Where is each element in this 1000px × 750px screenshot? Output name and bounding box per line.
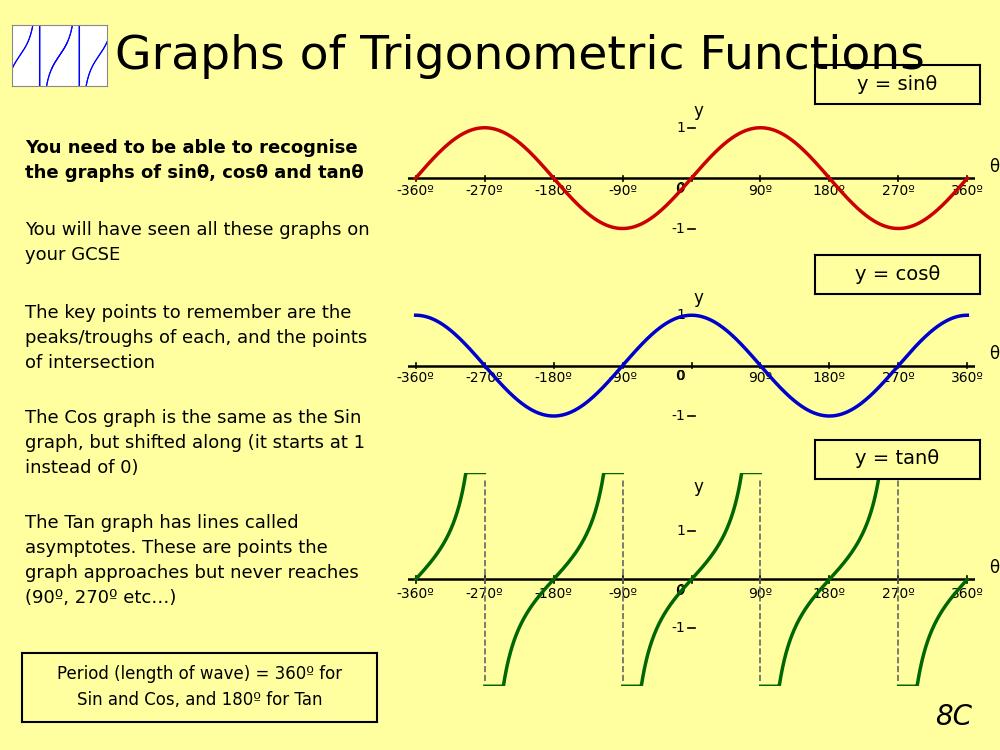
Text: -1: -1 [672,221,685,236]
Text: y = cosθ: y = cosθ [855,265,940,284]
Text: 270º: 270º [882,371,915,386]
Text: 360º: 360º [951,184,984,198]
Text: -270º: -270º [466,184,503,198]
Text: 180º: 180º [813,371,846,386]
Text: θ: θ [989,559,999,577]
Text: -360º: -360º [397,371,435,386]
Text: 180º: 180º [813,587,846,601]
Text: 90º: 90º [748,371,773,386]
Text: y: y [693,478,703,496]
Text: -270º: -270º [466,587,503,601]
Text: -1: -1 [672,621,685,635]
Text: 360º: 360º [951,587,984,601]
Text: The Tan graph has lines called
asymptotes. These are points the
graph approaches: The Tan graph has lines called asymptote… [25,514,359,607]
Text: y = sinθ: y = sinθ [857,74,938,94]
Text: 0: 0 [677,584,685,597]
Text: 270º: 270º [882,587,915,601]
Text: 360º: 360º [951,371,984,386]
Text: You will have seen all these graphs on
your GCSE: You will have seen all these graphs on y… [25,221,370,264]
Text: -90º: -90º [608,587,637,601]
Text: 90º: 90º [748,587,773,601]
Text: 270º: 270º [882,184,915,198]
Text: y: y [693,101,703,119]
Text: θ: θ [989,345,999,363]
Text: 1: 1 [676,121,685,135]
Text: 0: 0 [677,181,685,195]
Text: -90º: -90º [608,184,637,198]
Text: 0: 0 [675,182,684,196]
Text: 180º: 180º [813,184,846,198]
Text: The Cos graph is the same as the Sin
graph, but shifted along (it starts at 1
in: The Cos graph is the same as the Sin gra… [25,409,365,477]
Text: Graphs of Trigonometric Functions: Graphs of Trigonometric Functions [115,34,925,79]
Text: y: y [693,289,703,307]
Text: 90º: 90º [748,184,773,198]
Text: 0: 0 [675,584,684,598]
Text: -360º: -360º [397,587,435,601]
Text: -270º: -270º [466,371,503,386]
Text: -180º: -180º [535,184,573,198]
Text: 0: 0 [675,369,684,383]
Text: 8C: 8C [935,704,972,731]
Text: y = tanθ: y = tanθ [855,449,940,469]
Text: θ: θ [989,158,999,176]
Text: -360º: -360º [397,184,435,198]
Text: -1: -1 [672,409,685,423]
Text: You need to be able to recognise
the graphs of sinθ, cosθ and tanθ: You need to be able to recognise the gra… [25,139,364,182]
Text: The key points to remember are the
peaks/troughs of each, and the points
of inte: The key points to remember are the peaks… [25,304,367,372]
Text: 1: 1 [676,308,685,322]
Text: Period (length of wave) = 360º for
Sin and Cos, and 180º for Tan: Period (length of wave) = 360º for Sin a… [57,664,342,710]
Text: 1: 1 [676,524,685,538]
Text: 0: 0 [677,368,685,382]
Text: -180º: -180º [535,587,573,601]
Text: -180º: -180º [535,371,573,386]
Text: -90º: -90º [608,371,637,386]
